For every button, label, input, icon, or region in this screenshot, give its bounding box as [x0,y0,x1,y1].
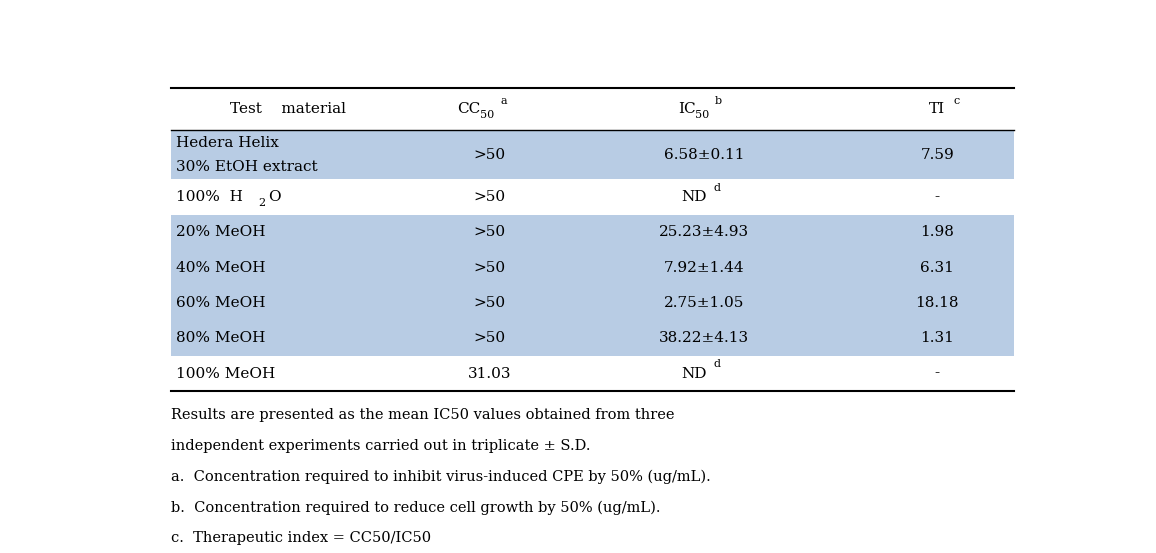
Text: 80% MeOH: 80% MeOH [176,331,265,345]
Text: >50: >50 [473,225,505,239]
Text: a.  Concentration required to inhibit virus-induced CPE by 50% (ug/mL).: a. Concentration required to inhibit vir… [171,469,711,484]
Text: 2.75±1.05: 2.75±1.05 [665,296,744,310]
Text: >50: >50 [473,190,505,204]
Text: b.  Concentration required to reduce cell growth by 50% (ug/mL).: b. Concentration required to reduce cell… [171,500,661,515]
Text: 18.18: 18.18 [916,296,959,310]
Text: -: - [935,190,940,204]
Text: >50: >50 [473,148,505,161]
Text: ND: ND [681,367,706,380]
Text: 25.23±4.93: 25.23±4.93 [659,225,749,239]
Bar [171,285,1014,321]
Text: 1.31: 1.31 [920,331,955,345]
Text: 20% MeOH: 20% MeOH [176,225,266,239]
Text: 7.59: 7.59 [920,148,954,161]
Text: independent experiments carried out in triplicate ± S.D.: independent experiments carried out in t… [171,439,591,453]
Text: 30% EtOH extract: 30% EtOH extract [176,160,318,174]
Text: 50: 50 [696,111,710,121]
Text: d: d [713,182,720,192]
Text: d: d [713,359,720,369]
Text: 7.92±1.44: 7.92±1.44 [665,260,744,274]
Text: >50: >50 [473,296,505,310]
Bar [171,131,1014,179]
Text: a: a [501,96,506,106]
Text: 40% MeOH: 40% MeOH [176,260,266,274]
Text: b: b [716,96,722,106]
Text: 100%  H: 100% H [176,190,243,204]
Text: c.  Therapeutic index = CC50/IC50: c. Therapeutic index = CC50/IC50 [171,531,431,545]
Text: Hedera Helix: Hedera Helix [176,136,279,150]
Text: 6.31: 6.31 [920,260,955,274]
Text: TI: TI [929,102,946,116]
Text: 6.58±0.11: 6.58±0.11 [665,148,744,161]
Bar [171,250,1014,285]
Text: ND: ND [681,190,706,204]
Text: Results are presented as the mean IC50 values obtained from three: Results are presented as the mean IC50 v… [171,408,675,422]
Text: -: - [935,367,940,380]
Text: IC: IC [677,102,696,116]
Text: >50: >50 [473,260,505,274]
Text: 100% MeOH: 100% MeOH [176,367,275,380]
Text: 2: 2 [258,198,266,208]
Text: 31.03: 31.03 [468,367,511,380]
Text: CC: CC [458,102,481,116]
Bar [171,321,1014,356]
Text: 38.22±4.13: 38.22±4.13 [659,331,749,345]
Text: >50: >50 [473,331,505,345]
Text: O: O [268,190,281,204]
Text: 1.98: 1.98 [920,225,955,239]
Text: Test    material: Test material [230,102,346,116]
Text: 50: 50 [481,111,495,121]
Bar [171,215,1014,250]
Text: 60% MeOH: 60% MeOH [176,296,266,310]
Text: c: c [954,96,959,106]
